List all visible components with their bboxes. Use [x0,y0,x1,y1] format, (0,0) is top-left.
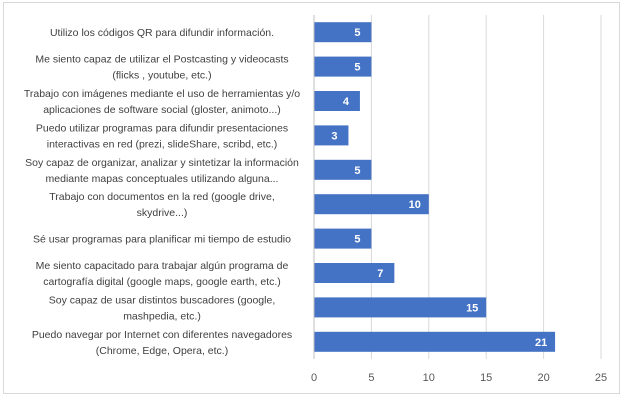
category-label: Puedo navegar por Internet con diferente… [32,329,292,357]
x-tick-label: 5 [368,372,374,384]
bar [314,263,395,283]
bar [314,331,556,352]
bar [314,125,349,146]
x-tick-label: 10 [423,372,435,384]
bars [314,22,556,352]
category-label: Me siento capacitado para trabajar algún… [36,260,289,288]
bar [314,56,372,77]
category-label: Soy capaz de usar distintos buscadores (… [49,294,275,322]
x-tick-label: 25 [595,372,607,384]
data-label: 4 [343,96,350,108]
category-label: Trabajo con documentos en la red (google… [49,191,275,219]
bar [314,228,372,249]
bar [314,22,372,43]
bar [314,194,429,215]
data-label: 15 [466,302,478,314]
labels: 0 5 10 15 20 25 5 Utilizo los códigos QR para d… [24,27,607,384]
bar [314,159,372,180]
data-label: 3 [331,130,337,142]
bar [314,91,360,111]
category-label: Me siento capaz de utilizar el Postcasti… [35,54,288,82]
data-label: 10 [409,199,421,211]
category-label: Sé usar programas para planificar mi tie… [33,234,291,246]
chart-frame: 0 5 10 15 20 25 5 Utilizo los códigos QR para d… [3,2,620,394]
category-label: Trabajo con imágenes mediante el uso de … [24,88,300,116]
data-label: 5 [354,62,360,74]
data-label: 5 [354,234,360,246]
bar-chart: 0 5 10 15 20 25 5 Utilizo los códigos QR para d… [24,15,607,384]
x-tick-label: 20 [537,372,549,384]
data-label: 5 [354,165,360,177]
category-label: Utilizo los códigos QR para difundir inf… [50,27,274,39]
x-tick-label: 0 [311,372,317,384]
data-label: 7 [377,268,383,280]
category-label: Puedo utilizar programas para difundir p… [36,122,288,150]
bar [314,297,487,318]
data-label: 21 [535,337,547,349]
category-label: Soy capaz de organizar, analizar y sinte… [25,157,299,185]
x-tick-label: 15 [480,372,492,384]
data-label: 5 [354,27,360,39]
